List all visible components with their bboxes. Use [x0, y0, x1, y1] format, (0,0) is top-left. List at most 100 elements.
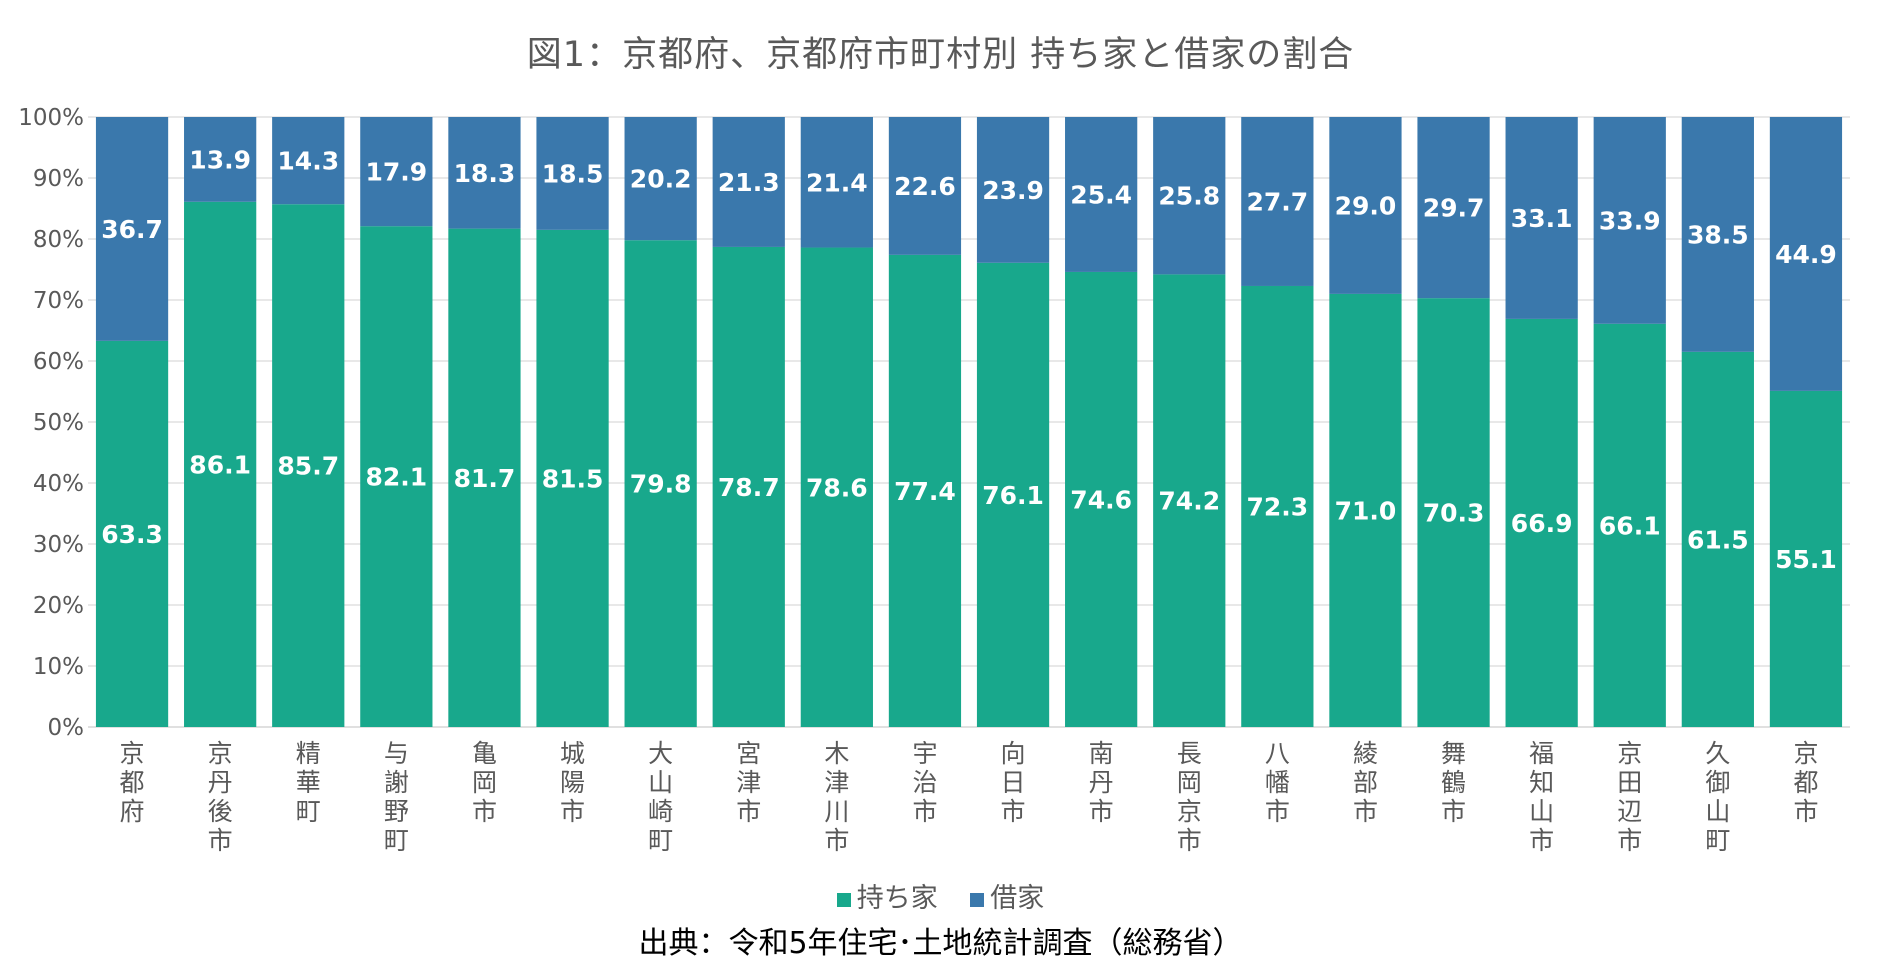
bar-owned	[800, 247, 873, 728]
data-label-owned: 61.5	[1687, 525, 1749, 554]
bar-rented	[95, 117, 169, 341]
legend-swatch-owned	[836, 892, 851, 907]
x-tick-label: 宇治市	[912, 739, 937, 826]
x-tick-label: 久御山町	[1705, 739, 1730, 855]
data-label-owned: 71.0	[1335, 496, 1397, 525]
data-label-owned: 72.3	[1247, 492, 1309, 521]
data-label-rented: 17.9	[366, 158, 428, 187]
y-tick-label: 80%	[33, 227, 84, 253]
data-label-rented: 18.5	[542, 159, 604, 188]
data-label-owned: 66.1	[1599, 511, 1661, 540]
x-tick-label: 八幡市	[1265, 739, 1290, 826]
data-label-owned: 79.8	[630, 470, 692, 499]
data-label-owned: 82.1	[366, 463, 428, 492]
data-label-owned: 78.7	[718, 473, 780, 502]
bar-owned	[1681, 351, 1754, 727]
bar-rented	[1769, 117, 1843, 391]
data-label-owned: 63.3	[101, 520, 163, 549]
stacked-bar-chart: 0% 10% 20% 30% 40% 50% 60% 70% 80% 90% 100% 63.3 36…	[18, 105, 1850, 855]
y-tick-label: 90%	[33, 166, 84, 192]
bar-rented	[1241, 117, 1314, 286]
x-tick-label: 舞鶴市	[1441, 739, 1466, 826]
data-labels: 63.3 36.7 86.1 13.9 85.7 14.3 82.1 17.9 81.7 18.3…	[101, 145, 1837, 574]
legend-item-rented: 借家	[970, 876, 1044, 915]
x-tick-label: 京都府	[120, 739, 145, 826]
y-tick-label: 70%	[33, 288, 84, 314]
x-tick-label: 宮津市	[736, 739, 761, 826]
bar-owned	[1241, 285, 1314, 727]
data-label-rented: 36.7	[101, 215, 163, 244]
bar-owned	[95, 340, 169, 727]
legend-label-rented: 借家	[990, 883, 1045, 914]
legend-swatch-rented	[970, 892, 985, 907]
bar-rented	[1417, 117, 1490, 299]
x-tick-label: 長岡京市	[1177, 739, 1202, 855]
chart-title: 図1：京都府、京都府市町村別 持ち家と借家の割合	[526, 35, 1355, 75]
data-label-owned: 74.2	[1158, 487, 1220, 516]
data-label-rented: 25.8	[1158, 182, 1220, 211]
data-label-rented: 33.9	[1599, 206, 1661, 235]
bar-owned	[184, 201, 257, 728]
bar-rented	[888, 117, 962, 255]
bar-rented	[1329, 117, 1402, 294]
data-label-owned: 70.3	[1423, 499, 1485, 528]
data-label-rented: 23.9	[982, 176, 1044, 205]
y-tick-label: 20%	[33, 593, 84, 619]
data-label-rented: 25.4	[1070, 180, 1132, 209]
data-label-rented: 21.4	[806, 168, 868, 197]
data-label-owned: 74.6	[1070, 485, 1132, 514]
bar-owned	[1505, 318, 1578, 727]
data-label-rented: 27.7	[1247, 187, 1309, 216]
y-tick-label: 50%	[33, 410, 84, 436]
data-label-rented: 22.6	[894, 172, 956, 201]
x-tick-label: 向日市	[1001, 739, 1026, 826]
bar-rented	[976, 117, 1050, 263]
bar-owned	[1065, 271, 1138, 727]
x-tick-label: 南丹市	[1089, 739, 1114, 826]
x-tick-label: 福知山市	[1529, 739, 1554, 855]
x-tick-label: 大山崎町	[648, 739, 673, 855]
bar-owned	[1417, 298, 1490, 727]
data-label-rented: 14.3	[277, 147, 339, 176]
data-label-owned: 86.1	[189, 450, 251, 479]
y-tick-label: 100%	[18, 105, 84, 131]
y-axis: 0% 10% 20% 30% 40% 50% 60% 70% 80% 90% 100%	[18, 105, 84, 741]
data-label-rented: 38.5	[1687, 220, 1749, 249]
data-label-owned: 81.5	[542, 464, 604, 493]
y-tick-label: 0%	[48, 715, 85, 741]
data-label-rented: 33.1	[1511, 204, 1573, 233]
x-tick-label: 京田辺市	[1617, 739, 1642, 855]
data-label-rented: 21.3	[718, 168, 780, 197]
bar-owned	[712, 246, 785, 727]
bar-rented	[536, 117, 609, 230]
bar-owned	[888, 254, 962, 728]
legend: 持ち家 借家	[0, 876, 1881, 915]
bar-rented	[624, 117, 697, 241]
bar-rented	[1153, 117, 1226, 275]
data-label-owned: 85.7	[277, 452, 339, 481]
bar-owned	[272, 204, 345, 728]
x-tick-label: 綾部市	[1353, 739, 1378, 826]
data-label-owned: 78.6	[806, 473, 868, 502]
x-axis: 京都府 京丹後市 精華町 与謝野町 亀岡市 城陽市 大山崎町 宮津市 木津川市 宇治市 向日市 南丹市…	[120, 739, 1819, 855]
x-tick-label: 京丹後市	[208, 739, 233, 855]
bar-owned	[1329, 293, 1402, 727]
data-label-rented: 20.2	[630, 165, 692, 194]
data-label-rented: 44.9	[1775, 240, 1837, 269]
data-label-owned: 55.1	[1775, 545, 1837, 574]
legend-label-owned: 持ち家	[856, 883, 938, 914]
data-label-owned: 77.4	[894, 477, 956, 506]
data-label-rented: 18.3	[454, 159, 516, 188]
gridlines	[88, 116, 1850, 728]
bar-rented	[360, 117, 433, 227]
bar-rented	[800, 117, 873, 248]
bar-rented	[1593, 117, 1666, 324]
legend-item-owned: 持ち家	[836, 876, 938, 915]
bar-owned	[976, 262, 1050, 727]
bar-owned	[1769, 390, 1843, 727]
bar-rented	[184, 117, 257, 202]
x-tick-label: 精華町	[296, 739, 321, 826]
y-tick-label: 10%	[33, 654, 84, 680]
bar-owned	[360, 226, 433, 727]
bar-rented	[712, 117, 785, 247]
